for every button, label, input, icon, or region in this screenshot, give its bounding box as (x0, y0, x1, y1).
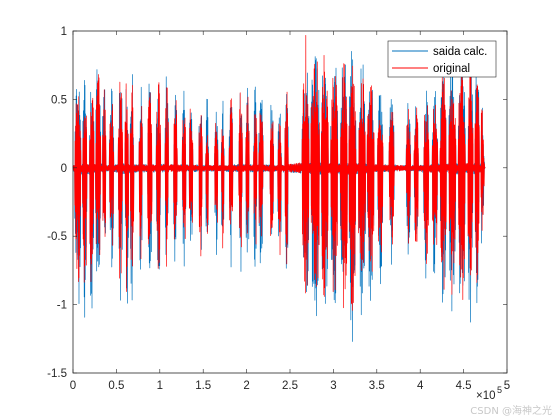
x-tick-label: 0 (70, 380, 76, 392)
x-tick-label: 1.5 (195, 380, 211, 392)
x-tick-label: 3.5 (369, 380, 385, 392)
x-exponent-base: ×10 (476, 390, 496, 402)
x-tick-label: 0.5 (108, 380, 124, 392)
x-tick-label: 5 (504, 380, 510, 392)
y-tick-label: 1 (61, 26, 67, 38)
series-line-original (72, 35, 486, 311)
watermark-text: CSDN @海神之光 (470, 406, 552, 417)
y-tick-label: -1.5 (47, 368, 67, 380)
x-tick-label: 2.5 (282, 380, 298, 392)
y-tick-label: 0 (61, 163, 67, 175)
legend-box (387, 40, 497, 78)
legend-label-saida-calc: saida calc. (433, 46, 487, 58)
x-exponent-power: 5 (497, 385, 502, 395)
series-layer (72, 35, 486, 342)
y-tick-label: 0.5 (51, 94, 67, 106)
legend: saida calc. original (387, 40, 497, 78)
x-tick-label: 3 (330, 380, 336, 392)
x-tick-label: 4 (417, 380, 424, 392)
x-tick-label: 4.5 (456, 380, 472, 392)
y-axis: -1.5 -1 -0.5 0 0.5 1 (47, 26, 507, 380)
x-tick-label: 1 (157, 380, 163, 392)
x-axis: 0 0.5 1 1.5 2 2.5 3 3.5 4 4.5 5 (70, 31, 510, 392)
x-tick-label: 2 (243, 380, 249, 392)
y-tick-label: -1 (57, 300, 67, 312)
x-exponent-label: ×10 5 (476, 385, 502, 402)
y-tick-label: -0.5 (47, 231, 67, 243)
legend-label-original: original (433, 63, 470, 75)
